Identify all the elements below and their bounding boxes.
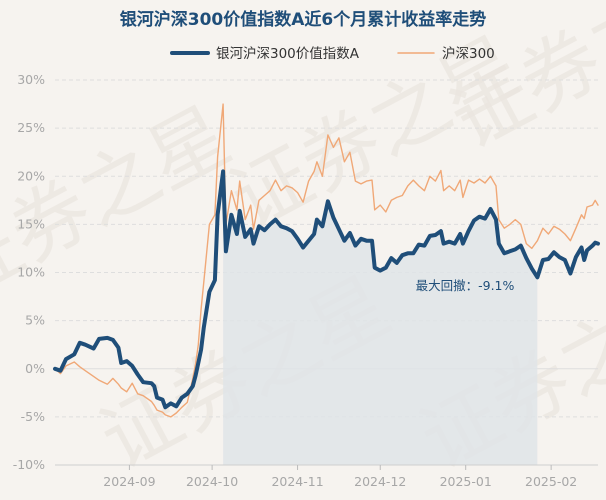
- legend-item-fund[interactable]: 银河沪深300价值指数A: [170, 46, 360, 62]
- x-tick-label: 2024-10: [186, 474, 238, 489]
- y-tick-label: 5%: [25, 313, 45, 328]
- legend-label: 沪深300: [442, 46, 495, 62]
- drawdown-area: [223, 171, 538, 465]
- x-tick-label: 2024-11: [271, 474, 323, 489]
- drawdown-fill: [223, 171, 538, 465]
- x-axis: 2024-09 2024-10 2024-11 2024-12 2025-01 2025-…: [55, 464, 598, 489]
- legend-item-benchmark[interactable]: 沪深300: [397, 46, 495, 62]
- y-tick-label: -10%: [13, 457, 45, 472]
- y-tick-label: -5%: [21, 409, 45, 424]
- y-tick-label: 10%: [17, 265, 45, 280]
- y-tick-label: 0%: [25, 361, 45, 376]
- x-tick-label: 2025-02: [525, 474, 577, 489]
- chart-title: 银河沪深300价值指数A近6个月累计收益率走势: [120, 9, 486, 30]
- x-tick-label: 2024-09: [103, 474, 155, 489]
- legend-label: 银河沪深300价值指数A: [216, 46, 360, 62]
- series-lines: [53, 103, 600, 418]
- y-tick-label: 20%: [17, 168, 45, 183]
- drawdown-label: 最大回撤：-9.1%: [416, 278, 515, 293]
- y-axis: 30% 25% 20% 15% 10% 5% 0% -5% -10%: [13, 72, 45, 472]
- legend[interactable]: 银河沪深300价值指数A 沪深300: [170, 46, 495, 62]
- y-tick-label: 30%: [17, 72, 45, 87]
- series-line-benchmark: [54, 103, 599, 418]
- x-tick-label: 2024-12: [354, 474, 406, 489]
- series-line-fund: [53, 169, 600, 410]
- y-tick-label: 15%: [17, 216, 45, 231]
- y-tick-label: 25%: [17, 120, 45, 135]
- x-tick-label: 2025-01: [440, 474, 492, 489]
